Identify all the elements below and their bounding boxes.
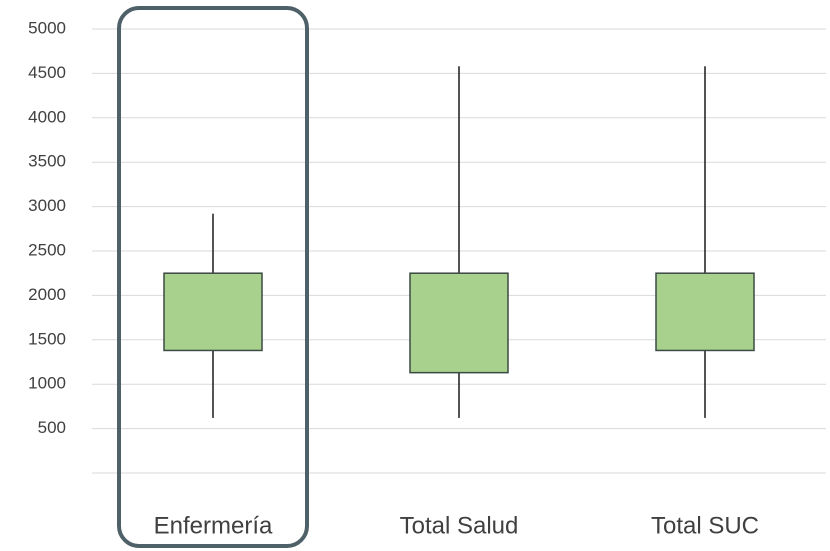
y-tick-label: 3500 <box>28 152 66 171</box>
interquartile-box <box>655 272 755 352</box>
y-tick-label: 4500 <box>28 63 66 82</box>
y-tick-label: 500 <box>38 418 66 437</box>
interquartile-box <box>409 272 509 374</box>
y-tick-label: 4000 <box>28 107 66 126</box>
y-axis-tick-labels: 500 1000 1500 2000 2500 3000 3500 4000 4500 5000 <box>28 18 66 437</box>
y-tick-label: 3000 <box>28 196 66 215</box>
box-plot-series <box>163 66 755 418</box>
x-category-label: Total SUC <box>651 512 759 539</box>
y-tick-label: 1500 <box>28 329 66 348</box>
y-tick-label: 2500 <box>28 240 66 259</box>
box-group <box>409 66 509 418</box>
highlight-frame-group <box>117 6 309 548</box>
x-axis-category-labels: Enfermería Total Salud Total SUC <box>154 512 759 539</box>
box-group <box>163 213 263 418</box>
y-tick-label: 1000 <box>28 374 66 393</box>
x-category-label: Enfermería <box>154 512 273 539</box>
x-category-label: Total Salud <box>400 512 519 539</box>
highlight-frame <box>117 6 309 548</box>
interquartile-box <box>163 272 263 352</box>
y-tick-label: 5000 <box>28 18 66 37</box>
y-tick-label: 2000 <box>28 285 66 304</box>
box-group <box>655 66 755 418</box>
